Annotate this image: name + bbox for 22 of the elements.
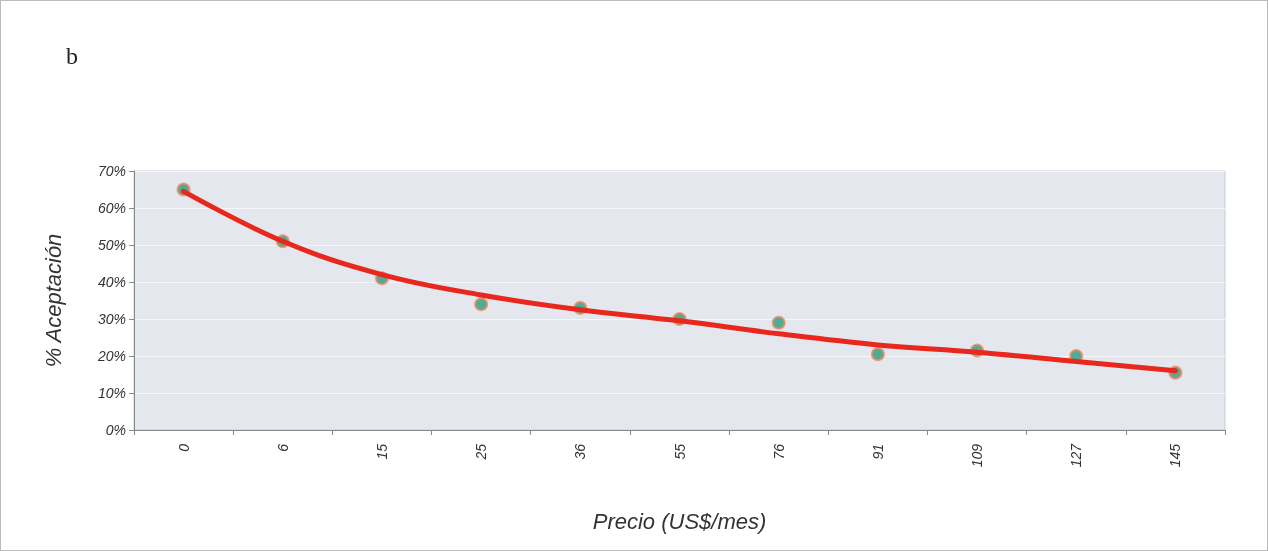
x-tick-label: 145 [1167, 443, 1184, 468]
x-tick-label: 91 [869, 444, 886, 460]
x-tick-label: 76 [770, 443, 787, 460]
chart-title: b [66, 43, 78, 69]
x-axis-title: Precio (US$/mes) [592, 508, 767, 534]
y-tick-label: 40% [97, 274, 126, 290]
x-tick-label: 25 [473, 443, 490, 461]
y-tick-label: 70% [97, 163, 126, 179]
y-tick-label: 20% [96, 348, 126, 364]
y-tick-label: 10% [97, 385, 126, 401]
x-tick-label: 36 [572, 443, 589, 460]
x-tick-label: 0 [175, 443, 192, 452]
y-tick-label: 0% [105, 422, 126, 438]
x-tick-label: 127 [1068, 442, 1085, 468]
y-tick-label: 60% [97, 200, 126, 216]
y-axis-title: % Aceptación [40, 233, 66, 368]
x-tick-label: 6 [274, 443, 291, 452]
y-tick-label: 30% [97, 311, 126, 327]
x-tick-label: 55 [671, 443, 688, 460]
y-tick-label: 50% [97, 237, 126, 253]
x-tick-label: 109 [969, 443, 986, 468]
x-tick-label: 15 [373, 443, 390, 460]
